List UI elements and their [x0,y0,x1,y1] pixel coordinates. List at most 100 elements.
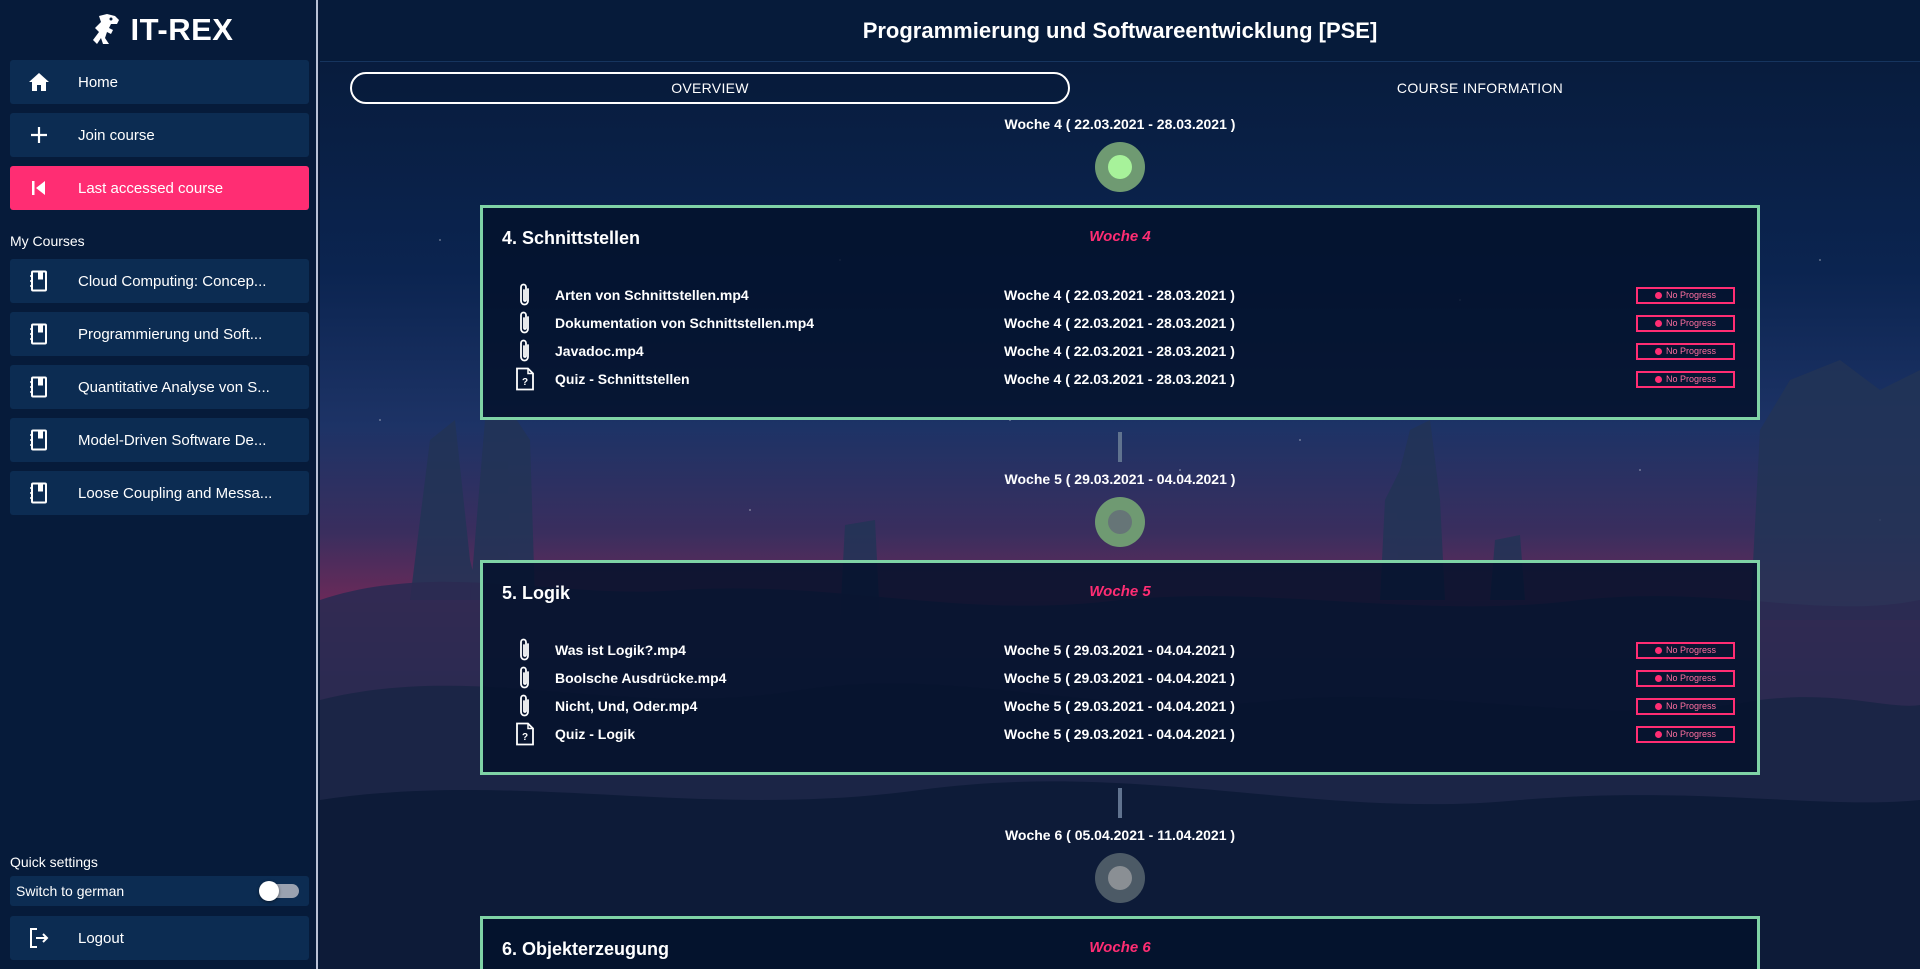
status-text: No Progress [1665,374,1717,384]
status-dot [1654,674,1662,682]
course-item[interactable]: Programmierung und Soft... [10,312,309,356]
status-text: No Progress [1665,318,1717,328]
course-book-icon [10,323,68,345]
chapter-title: 4. Schnittstellen [502,228,641,248]
timeline-connector [1118,432,1122,462]
content-name[interactable]: Dokumentation von Schnittstellen.mp4 [555,315,815,331]
tab-overview[interactable]: OVERVIEW [350,72,1070,104]
status-dot [1654,291,1662,299]
switch-knob [259,881,279,901]
logout-label: Logout [78,929,124,947]
status-badge: No Progress [1636,697,1735,715]
status-text: No Progress [1665,645,1717,655]
paperclip-icon [513,310,537,336]
trex-logo-icon [92,14,119,44]
content-name[interactable]: Quiz - Logik [555,726,636,742]
content-row[interactable]: Boolsche Ausdrücke.mp4 Woche 5 ( 29.03.20… [513,665,1735,691]
status-badge: No Progress [1636,286,1735,304]
status-badge: No Progress [1636,370,1735,388]
status-dot [1654,730,1662,738]
course-book-icon [10,482,68,504]
timeline-node-core [1108,866,1132,890]
status-text: No Progress [1665,729,1717,739]
course-item-label: Programmierung und Soft... [78,325,263,343]
content-name[interactable]: Javadoc.mp4 [555,343,644,359]
nav-home[interactable]: Home [10,60,309,104]
content-name[interactable]: Arten von Schnittstellen.mp4 [555,287,749,303]
content-date: Woche 4 ( 22.03.2021 - 28.03.2021 ) [1004,371,1235,387]
quick-settings-title: Quick settings [10,854,98,870]
chapter-week: Woche 6 [1089,939,1151,956]
content-row[interactable]: Was ist Logik?.mp4 Woche 5 ( 29.03.2021 -… [513,637,1735,663]
course-item-label: Model-Driven Software De... [78,431,267,449]
week-label: Woche 5 ( 29.03.2021 - 04.04.2021 ) [1004,471,1236,487]
course-title: Programmierung und Softwareentwicklung [… [862,17,1378,43]
course-item[interactable]: Cloud Computing: Concep... [10,259,309,303]
timeline-node-core [1108,510,1132,534]
course-item[interactable]: Loose Coupling and Messa... [10,471,309,515]
course-book-icon [10,270,68,292]
content-row[interactable]: ? Quiz - Logik Woche 5 ( 29.03.2021 - 04.0… [513,721,1735,747]
content-date: Woche 4 ( 22.03.2021 - 28.03.2021 ) [1004,343,1235,359]
language-toggle-row: Switch to german [10,876,309,906]
status-dot [1654,646,1662,654]
chapter-card[interactable]: 6. Objekterzeugung Woche 6 [480,916,1760,969]
plus-icon [10,126,68,144]
status-badge: No Progress [1636,725,1735,743]
paperclip-icon [513,338,537,364]
timeline-node-core [1108,155,1132,179]
chapter-card[interactable]: 5. Logik Woche 5 Was ist Logik?.mp4 Woche 5… [480,560,1760,775]
content-row[interactable]: Dokumentation von Schnittstellen.mp4 Woch… [513,310,1735,336]
paperclip-icon [513,665,537,691]
language-switch[interactable] [259,881,299,901]
course-item[interactable]: Quantitative Analyse von S... [10,365,309,409]
content-name[interactable]: Nicht, Und, Oder.mp4 [555,698,698,714]
content-row[interactable]: ? Quiz - Schnittstellen Woche 4 ( 22.03.20… [513,366,1735,392]
content-row[interactable]: Arten von Schnittstellen.mp4 Woche 4 ( 22… [513,282,1735,308]
paperclip-icon [513,282,537,308]
chapter-card[interactable]: 4. Schnittstellen Woche 4 Arten von Schnit… [480,205,1760,420]
status-badge: No Progress [1636,669,1735,687]
brand[interactable]: IT-REX [0,6,318,54]
status-badge: No Progress [1636,641,1735,659]
paperclip-icon [513,693,537,719]
timeline-connector [1118,788,1122,818]
week-label: Woche 4 ( 22.03.2021 - 28.03.2021 ) [1004,116,1236,132]
course-book-icon [10,376,68,398]
status-dot [1654,319,1662,327]
content-name[interactable]: Was ist Logik?.mp4 [555,642,686,658]
content-date: Woche 5 ( 29.03.2021 - 04.04.2021 ) [1004,642,1235,658]
status-text: No Progress [1665,673,1717,683]
status-text: No Progress [1665,346,1717,356]
content-date: Woche 5 ( 29.03.2021 - 04.04.2021 ) [1004,698,1235,714]
content-date: Woche 5 ( 29.03.2021 - 04.04.2021 ) [1004,726,1235,742]
course-item-label: Loose Coupling and Messa... [78,484,273,502]
content-date: Woche 5 ( 29.03.2021 - 04.04.2021 ) [1004,670,1235,686]
status-dot [1654,375,1662,383]
status-badge: No Progress [1636,342,1735,360]
my-courses-title: My Courses [10,233,85,249]
content-row[interactable]: Javadoc.mp4 Woche 4 ( 22.03.2021 - 28.03.… [513,338,1735,364]
home-icon [10,72,68,92]
quiz-icon: ? [513,366,537,392]
content-row[interactable]: Nicht, Und, Oder.mp4 Woche 5 ( 29.03.2021… [513,693,1735,719]
timeline-node [1095,853,1145,903]
content-date: Woche 4 ( 22.03.2021 - 28.03.2021 ) [1004,287,1235,303]
course-item[interactable]: Model-Driven Software De... [10,418,309,462]
content-name[interactable]: Boolsche Ausdrücke.mp4 [555,670,727,686]
chapter-title: 5. Logik [502,583,571,603]
tab-course-information[interactable]: COURSE INFORMATION [1396,80,1564,96]
status-text: No Progress [1665,701,1717,711]
nav-join-course[interactable]: Join course [10,113,309,157]
content-name[interactable]: Quiz - Schnittstellen [555,371,690,387]
timeline-node [1095,497,1145,547]
logout-button[interactable]: Logout [10,916,309,960]
nav-last-accessed-course[interactable]: Last accessed course [10,166,309,210]
status-dot [1654,347,1662,355]
course-header: Programmierung und Softwareentwicklung [… [320,0,1920,62]
app-name: IT-REX [130,12,234,47]
course-book-icon [10,429,68,451]
logout-icon [10,927,68,949]
content-date: Woche 4 ( 22.03.2021 - 28.03.2021 ) [1004,315,1235,331]
timeline-node [1095,142,1145,192]
